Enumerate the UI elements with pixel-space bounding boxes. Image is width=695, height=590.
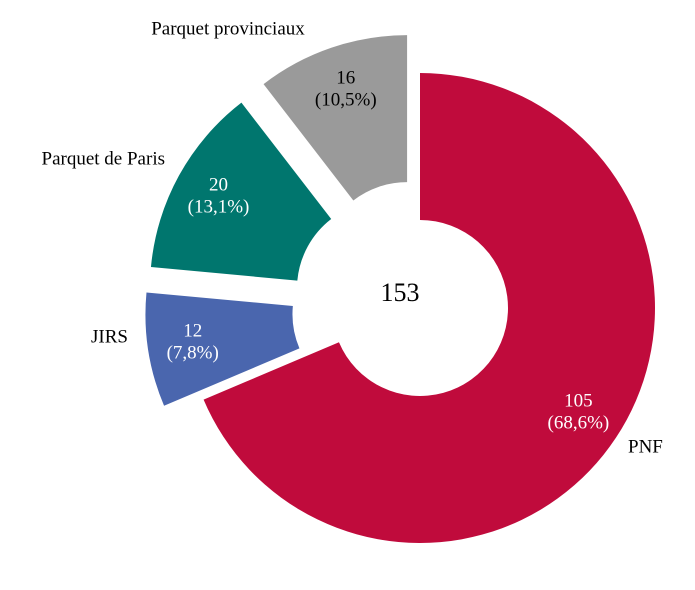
- share-label: (68,6%): [548, 412, 610, 433]
- value-label: 105: [564, 390, 593, 411]
- share-label: (13,1%): [188, 196, 250, 217]
- category-label: JIRS: [91, 326, 128, 347]
- donut-slice: [150, 102, 332, 281]
- donut-slice: [203, 73, 655, 543]
- share-label: (7,8%): [167, 343, 219, 364]
- donut-slice: [263, 35, 408, 201]
- category-label: Parquet provinciaux: [151, 18, 305, 39]
- category-label: PNF: [628, 436, 663, 457]
- value-label: 12: [183, 321, 202, 342]
- value-label: 16: [336, 68, 355, 89]
- category-label: Parquet de Paris: [42, 148, 165, 169]
- donut-slice: [145, 292, 300, 406]
- share-label: (10,5%): [315, 90, 377, 111]
- value-label: 20: [209, 174, 228, 195]
- center-total: 153: [381, 278, 420, 307]
